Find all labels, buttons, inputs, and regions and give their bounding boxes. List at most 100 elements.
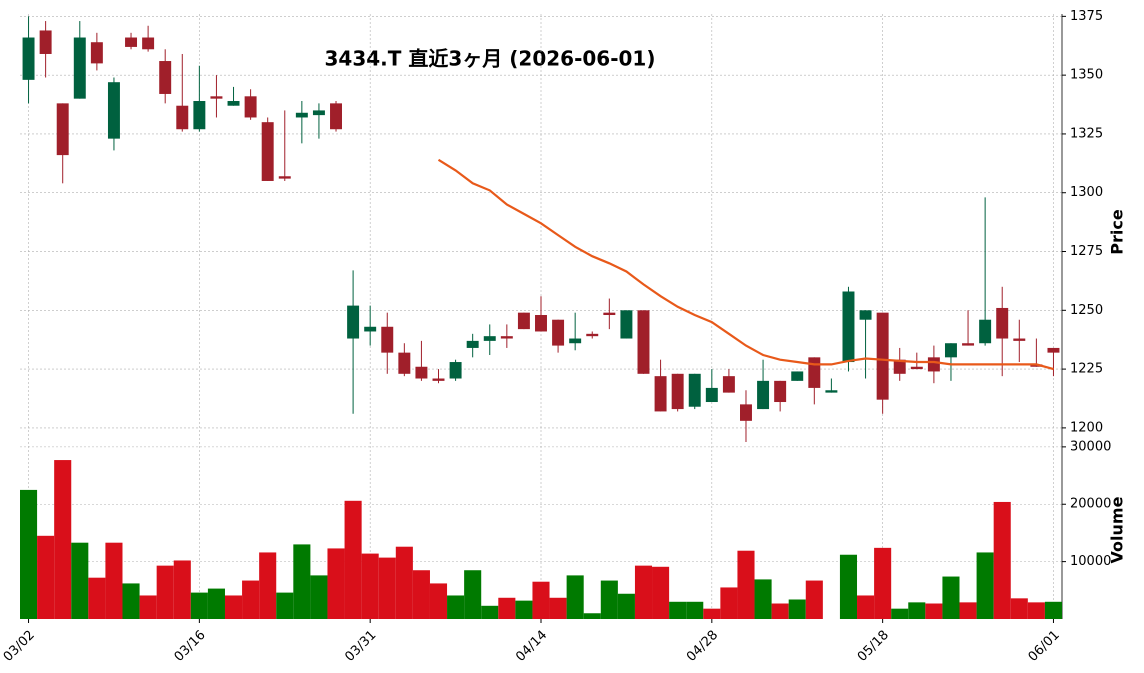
volume-bar <box>20 489 38 619</box>
y-tick-label: 1300 <box>1070 185 1103 200</box>
x-tick-label: 03/31 <box>342 628 379 665</box>
volume-bar <box>925 603 943 619</box>
candle-body <box>56 103 69 156</box>
volume-bar <box>686 601 704 619</box>
candle-body <box>381 326 394 353</box>
candle-body <box>244 96 257 118</box>
candle-body <box>552 319 565 346</box>
chart-title: 3434.T 直近3ヶ月 (2026-06-01) <box>325 47 656 71</box>
volume-bar <box>276 592 294 619</box>
candle-body <box>1030 364 1043 367</box>
volume-bar <box>498 597 516 619</box>
volume-bar <box>634 565 653 619</box>
candle-body <box>90 42 103 64</box>
volume-bar <box>293 544 311 619</box>
candle-body <box>688 373 701 407</box>
candle-body <box>893 359 906 374</box>
candle-body <box>312 110 325 116</box>
candle-body <box>535 315 547 332</box>
volume-bar <box>942 576 960 619</box>
candle-body <box>859 310 872 320</box>
candle-body <box>654 376 667 412</box>
volume-bar <box>617 593 635 619</box>
volume-bar <box>429 583 448 619</box>
volume-bar <box>259 552 277 619</box>
volume-bar <box>839 554 858 619</box>
candle-body <box>1013 338 1026 341</box>
volume-axis-label: Volume <box>1108 496 1127 563</box>
volume-bar <box>310 575 328 619</box>
candle-body <box>210 96 223 99</box>
volume-bar <box>857 595 875 619</box>
moving-average-line <box>437 158 1054 371</box>
volume-bar <box>959 602 977 619</box>
candle-body <box>927 357 940 372</box>
volume-bar <box>122 583 140 619</box>
candle-body <box>347 305 360 339</box>
candle-body <box>73 37 86 99</box>
candle-body <box>398 352 411 374</box>
y-tick-label: 20000 <box>1070 497 1111 512</box>
volume-bar <box>1044 601 1062 619</box>
candle-body <box>962 343 975 346</box>
candle-body <box>996 307 1009 339</box>
candle-body <box>227 101 240 106</box>
candle-body <box>295 112 308 118</box>
y-tick-label: 1275 <box>1070 244 1103 259</box>
candle-body <box>483 336 496 341</box>
candle-body <box>125 37 138 47</box>
volume-bar <box>344 500 362 619</box>
candle-body <box>722 376 735 393</box>
y-tick-label: 1350 <box>1070 68 1103 83</box>
volume-bar <box>139 595 157 619</box>
x-tick-label: 04/28 <box>684 628 721 665</box>
candle-body <box>586 333 599 337</box>
candle-body <box>876 312 889 400</box>
y-tick-label: 1250 <box>1070 303 1103 318</box>
candle-body <box>825 390 838 393</box>
volume-bar <box>361 553 379 619</box>
volume-bar <box>532 581 550 619</box>
volume-bar <box>771 603 789 619</box>
volume-bar <box>190 592 208 619</box>
volume-bar <box>737 550 755 619</box>
volume-bar <box>447 595 465 619</box>
candle-body <box>1047 347 1060 353</box>
volume-bar <box>54 460 72 619</box>
y-axis-label: Price <box>1108 209 1127 255</box>
volume-bar <box>908 602 926 619</box>
candle-body <box>330 103 342 130</box>
y-tick-label: 1200 <box>1070 420 1103 435</box>
volume-bar <box>37 535 55 619</box>
volume-bar <box>224 595 243 619</box>
candle-body <box>261 122 274 181</box>
volume-bar <box>874 547 892 619</box>
candle-body <box>620 310 633 339</box>
volume-bar <box>1010 598 1028 619</box>
volume-bar <box>703 608 721 619</box>
volume-bar <box>88 577 106 619</box>
volume-bar <box>583 613 601 619</box>
volume-bar <box>891 608 909 619</box>
candle-body <box>39 30 52 54</box>
volume-bar <box>464 570 482 619</box>
candle-body <box>176 105 189 130</box>
candle-body <box>569 338 582 344</box>
volume-bar <box>71 542 89 619</box>
candle-body <box>193 101 206 130</box>
candle-body <box>449 362 462 379</box>
volume-bar <box>105 542 123 619</box>
candle-body <box>415 366 428 379</box>
candle-body <box>500 336 513 339</box>
x-tick-label: 03/02 <box>1 628 38 665</box>
volume-bar <box>327 548 345 619</box>
candle-body <box>517 312 530 330</box>
candle-body <box>791 371 804 381</box>
candle-body <box>364 326 377 332</box>
candle-body <box>910 366 923 370</box>
x-tick-label: 04/14 <box>513 628 550 665</box>
candle-body <box>705 387 718 403</box>
volume-bar <box>549 597 567 619</box>
candle-body <box>278 176 291 179</box>
